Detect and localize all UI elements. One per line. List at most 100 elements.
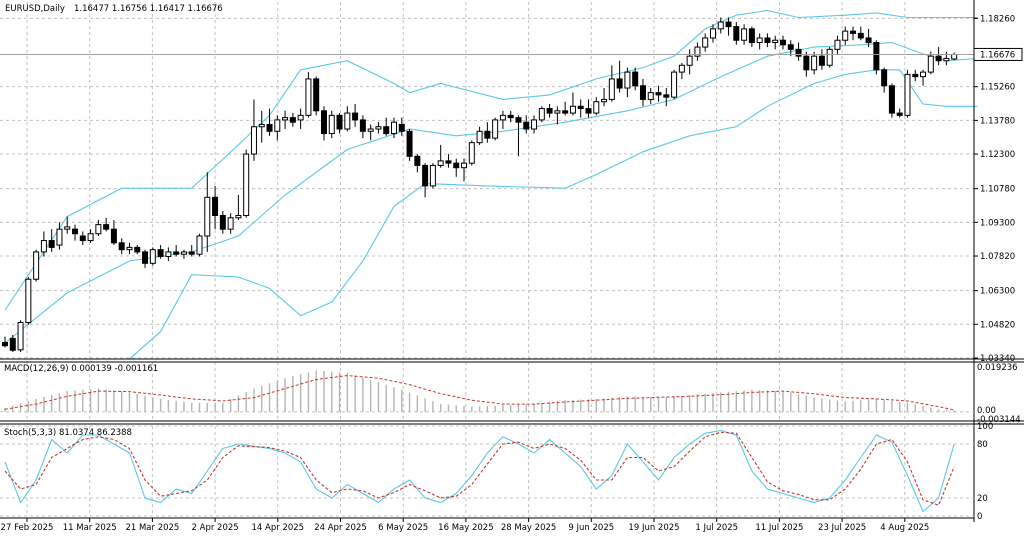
- candle-bear: [912, 73, 919, 78]
- candle-bear: [616, 78, 623, 89]
- candle-bull: [282, 117, 289, 121]
- bollinger-upper-line: [4, 10, 978, 311]
- candle-bull: [772, 39, 779, 44]
- candle-bear: [453, 162, 460, 169]
- candle-bull: [624, 71, 631, 89]
- stoch-title: Stoch(5,3,3) 81.0374 86.2388: [4, 428, 132, 438]
- candle-bear: [655, 92, 662, 96]
- current-price-label: 1.16676: [980, 50, 1015, 60]
- candle-bear: [787, 44, 794, 50]
- candle-bull: [40, 240, 47, 253]
- stoch-tick-label: 0: [977, 512, 982, 522]
- candle-bear: [639, 85, 646, 100]
- stoch-pane[interactable]: 100 80 20 0 Stoch(5,3,3) 81.0374 86.2388: [0, 422, 993, 522]
- candle-bear: [2, 342, 8, 347]
- stoch-main-line: [4, 429, 955, 513]
- time-tick-label: 23 Jul 2025: [818, 523, 866, 533]
- candle-bull: [204, 196, 211, 237]
- candle-bear: [562, 110, 569, 114]
- candle-bear: [9, 337, 16, 351]
- candle-bear: [110, 228, 117, 244]
- candle-bull: [601, 98, 608, 103]
- candle-bear: [173, 251, 180, 255]
- candle-bull: [756, 37, 763, 44]
- time-tick-label: 11 Jul 2025: [755, 523, 803, 533]
- bollinger-lower-line: [129, 69, 978, 360]
- candle-bear: [48, 240, 55, 248]
- price-tick-label: 1.07820: [980, 252, 1015, 262]
- candle-bear: [188, 251, 195, 255]
- price-pane-ohlc: 1.16477 1.16756 1.16417 1.16676: [74, 4, 223, 14]
- candle-bear: [336, 114, 343, 130]
- candle-bear: [157, 249, 164, 257]
- macd-axis: 0.019236 0.00-0.003144: [977, 363, 1021, 425]
- candle-bear: [134, 246, 141, 253]
- candle-bull: [258, 123, 265, 128]
- candle-bull: [274, 119, 281, 132]
- candle-bear: [219, 215, 226, 230]
- candle-bull: [671, 71, 678, 98]
- candle-bear: [383, 126, 390, 135]
- time-tick-label: 27 Feb 2025: [1, 523, 54, 533]
- candle-bear: [118, 242, 125, 251]
- candle-bull: [375, 126, 382, 130]
- candle-bear: [422, 164, 429, 187]
- candle-bull: [709, 28, 716, 39]
- price-pane[interactable]: 1.18260 1.15260 1.13780 1.12300 1.10780 1.093…: [0, 0, 1023, 522]
- candle-bull: [647, 92, 654, 100]
- candle-bull: [608, 78, 615, 100]
- stoch-tick-label: 100: [977, 422, 993, 432]
- candle-bear: [320, 110, 327, 135]
- candle-bear: [896, 112, 903, 116]
- candle-bull: [437, 160, 444, 166]
- candle-bear: [507, 114, 514, 119]
- candle-bull: [741, 28, 748, 41]
- candle-bull: [476, 130, 483, 144]
- candle-bear: [212, 196, 219, 217]
- candle-bull: [235, 215, 242, 219]
- time-tick-label: 4 Aug 2025: [880, 523, 929, 533]
- price-tick-label: 1.13780: [980, 116, 1015, 126]
- candle-bull: [694, 46, 701, 57]
- time-tick-label: 2 Apr 2025: [192, 523, 239, 533]
- candle-bull: [904, 73, 911, 116]
- candle-bear: [857, 32, 864, 39]
- candle-bull: [196, 235, 203, 255]
- stoch-lines: [4, 429, 955, 513]
- candle-bull: [569, 105, 576, 114]
- candle-bull: [126, 246, 133, 251]
- candle-bear: [523, 121, 530, 130]
- macd-tick-label: -0.003144: [977, 415, 1021, 425]
- candle-bull: [391, 121, 397, 135]
- candle-bear: [663, 94, 670, 98]
- macd-title: MACD(12,26,9) 0.000139 -0.001161: [4, 364, 158, 374]
- price-tick-label: 1.15260: [980, 83, 1015, 93]
- candle-bear: [266, 123, 273, 132]
- candle-bull: [826, 48, 833, 66]
- candle-bear: [406, 130, 413, 157]
- candle-bear: [733, 26, 740, 41]
- price-axis: 1.18260 1.15260 1.13780 1.12300 1.10780 1.093…: [973, 0, 1015, 522]
- stoch-axis: 100 80 20 0: [977, 422, 993, 522]
- macd-pane[interactable]: 0.019236 0.00-0.003144 MACD(12,26,9) 0.00…: [0, 363, 1021, 425]
- candle-bull: [367, 128, 374, 132]
- candle-bull: [243, 153, 250, 217]
- candle-bear: [445, 160, 452, 164]
- candle-bear: [873, 42, 880, 71]
- time-tick-label: 19 Jun 2025: [628, 523, 679, 533]
- candle-bear: [79, 235, 86, 242]
- candle-bear: [414, 155, 421, 166]
- candle-bull: [943, 57, 950, 62]
- candle-bear: [795, 48, 802, 57]
- candle-bear: [764, 37, 771, 44]
- candle-bull: [834, 39, 841, 50]
- candle-bull: [297, 114, 304, 121]
- candle-bull: [702, 37, 709, 48]
- candle-bull: [328, 114, 335, 135]
- macd-tick-label: 0.00: [977, 406, 996, 416]
- candle-bull: [461, 162, 468, 169]
- candle-bull: [554, 110, 561, 114]
- candle-bull: [165, 251, 172, 257]
